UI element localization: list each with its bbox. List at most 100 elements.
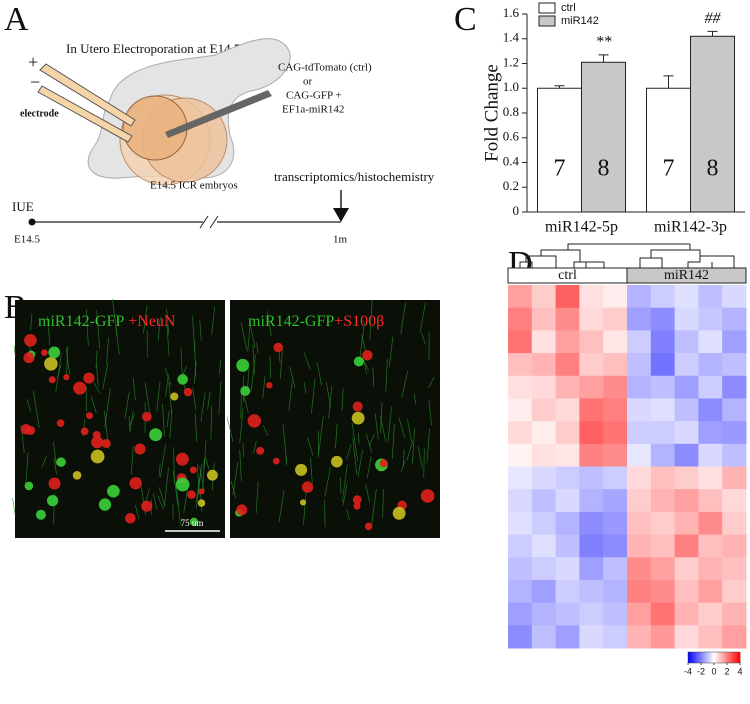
group-label: ctrl (558, 268, 577, 283)
fiber (374, 413, 379, 440)
heatmap-cell (674, 398, 699, 422)
heatmap-cell (579, 557, 604, 581)
heatmap-cell (555, 307, 580, 331)
panel-title: In Utero Electroporation at E14.5 (66, 41, 240, 56)
fiber (388, 336, 394, 368)
heatmap-cell (508, 625, 533, 649)
colorbar-step (710, 652, 712, 663)
heatmap-cell (603, 534, 628, 558)
bar (690, 35, 735, 213)
heatmap-cell (508, 602, 533, 626)
fiber (304, 382, 307, 394)
heatmap-cell (531, 375, 557, 399)
heatmap-cell (555, 489, 580, 513)
fiber (93, 382, 101, 394)
y-axis-label: Fold Change (481, 64, 502, 162)
fiber (128, 413, 136, 427)
heatmap-cell (627, 489, 652, 513)
bar (646, 87, 691, 213)
fiber (324, 466, 331, 497)
cell (98, 498, 112, 511)
cell (175, 452, 189, 466)
heatmap-cell (579, 579, 604, 604)
fiber (90, 396, 97, 414)
heatmap-cell (579, 602, 604, 626)
heatmap-cell (722, 285, 747, 309)
heatmap-cell (508, 285, 533, 309)
bar-chart: 0 0.2 0.4 0.6 0.8 1.0 1.2 1.4 1.6 Fold Change miR1… (481, 2, 745, 236)
cell (236, 504, 248, 516)
fiber (166, 324, 170, 356)
fiber (361, 334, 366, 351)
fiber (232, 461, 239, 496)
heatmap-cell (650, 307, 676, 331)
legend-label: miR142 (561, 15, 599, 27)
fiber (95, 350, 98, 368)
heatmap-cell (627, 579, 652, 604)
fiber (143, 305, 148, 334)
timeline-label: IUE (12, 199, 34, 214)
error-bar (598, 54, 609, 63)
cell (83, 372, 95, 384)
colorbar-step (728, 652, 730, 663)
fiber (218, 359, 222, 375)
fiber (318, 416, 324, 455)
significance: ** (596, 34, 612, 51)
heatmap-cell (579, 466, 604, 490)
colorbar-step (690, 652, 693, 663)
fiber (195, 463, 203, 503)
cell (149, 428, 163, 442)
heatmap-cell (603, 557, 628, 581)
heatmap-cell (531, 330, 557, 354)
heatmap-cell (650, 375, 676, 399)
heatmap-cell (555, 285, 580, 309)
heatmap-cell (627, 466, 652, 490)
fiber (96, 310, 101, 349)
colorbar-step (708, 652, 711, 663)
fiber (124, 391, 130, 419)
heatmap-cell (650, 353, 676, 377)
heatmap-cell (627, 602, 652, 626)
fiber (426, 428, 431, 464)
cell (56, 419, 65, 427)
fiber (199, 466, 205, 492)
fiber (250, 354, 256, 392)
heatmap-cell (508, 307, 533, 331)
marker-label: miR142-GFP (38, 313, 124, 330)
heatmap-cell (555, 602, 580, 626)
colorbar-step (734, 652, 737, 663)
heatmap-cell (603, 398, 628, 422)
n-label: 7 (663, 156, 675, 182)
fiber (13, 345, 16, 357)
fiber (157, 495, 164, 510)
cell (198, 488, 205, 495)
fiber (158, 487, 165, 506)
cell (420, 489, 435, 503)
heatmap-cell (603, 421, 628, 445)
fiber (421, 333, 426, 345)
heatmap-cell (603, 625, 628, 649)
heatmap-cell (722, 511, 747, 536)
heatmap-cell (698, 398, 723, 422)
fiber (266, 311, 272, 337)
x-tick-label: miR142-3p (654, 219, 727, 236)
colorbar-step (711, 652, 713, 663)
fiber (249, 322, 256, 348)
heatmap-cell (722, 534, 747, 558)
cell (170, 392, 179, 401)
heatmap-cell (722, 398, 747, 422)
cell (48, 477, 61, 490)
heatmap-cell (579, 489, 604, 513)
fiber (341, 388, 344, 411)
heatmap-cell (555, 353, 580, 377)
legend-label: ctrl (561, 2, 576, 14)
fiber (382, 488, 384, 518)
fiber (106, 337, 109, 364)
colorbar-step (717, 652, 720, 663)
colorbar-step (693, 652, 695, 663)
fiber (428, 399, 432, 426)
legend-swatch (538, 15, 556, 27)
group-label: miR142 (664, 268, 709, 283)
fiber (417, 446, 423, 469)
fiber (157, 316, 161, 341)
